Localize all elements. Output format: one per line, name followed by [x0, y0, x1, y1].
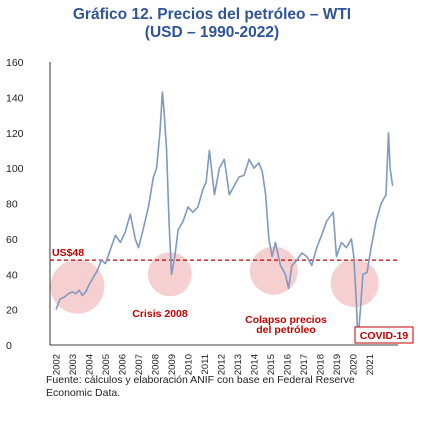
- x-tick-label: 2017: [299, 354, 310, 375]
- y-tick-label: 100: [6, 163, 24, 175]
- x-tick-label: 2021: [365, 354, 376, 375]
- x-tick-label: 2012: [217, 354, 228, 375]
- highlight-circle: [249, 246, 298, 295]
- y-tick-label: 60: [6, 234, 18, 246]
- x-tick-label: 2018: [316, 354, 327, 375]
- x-tick-label: 2004: [85, 354, 96, 375]
- x-tick-label: 2014: [250, 354, 261, 375]
- x-tick-label: 2007: [134, 354, 145, 375]
- x-tick-label: 2013: [233, 354, 244, 375]
- annotation-covid: COVID-19: [360, 330, 409, 342]
- y-tick-label: 160: [6, 57, 24, 69]
- x-tick-label: 2016: [283, 354, 294, 375]
- x-tick-label: 2002: [52, 354, 63, 375]
- annotation-colapso-precios-line2: del petróleo: [256, 324, 316, 336]
- y-tick-label: 20: [6, 305, 18, 317]
- x-tick-label: 2011: [200, 354, 211, 374]
- axes: 0 20 40 60 80 100 120 140 160 2002 2003 2004 2005 200…: [6, 57, 398, 375]
- y-tick-label: 0: [6, 340, 12, 352]
- highlight-circles: [50, 246, 379, 314]
- chart-subtitle: (USD – 1990-2022): [144, 24, 280, 41]
- x-tick-label: 2009: [167, 354, 178, 375]
- y-tick-label: 120: [6, 128, 24, 140]
- x-tick-label: 2005: [101, 354, 112, 375]
- annotation-covid-box: [354, 326, 414, 344]
- y-tick-label: 80: [6, 199, 18, 211]
- y-tick-label: 140: [6, 92, 24, 104]
- highlight-circle: [50, 259, 105, 314]
- highlight-circle: [147, 252, 192, 297]
- reference-line-label: US$48: [52, 247, 84, 259]
- x-tick-label: 2003: [68, 354, 79, 375]
- x-tick-label: 2015: [266, 354, 277, 375]
- annotation-crisis-2008: Crisis 2008: [132, 308, 188, 320]
- source-note: Fuente: cálculos y elaboración ANIF con …: [46, 374, 355, 399]
- wti-price-line: [55, 91, 394, 343]
- x-tick-label: 2006: [118, 354, 129, 375]
- chart-title: Gráfico 12. Precios del petróleo – WTI: [72, 6, 352, 23]
- x-tick-label: 2010: [184, 354, 195, 375]
- x-tick-label: 2008: [151, 354, 162, 375]
- series: [55, 91, 394, 343]
- annotation-colapso-precios: Colapso precios: [245, 314, 327, 326]
- x-tick-label: 2019: [332, 354, 343, 375]
- y-tick-label: 40: [6, 269, 18, 281]
- x-tick-label: 2020: [349, 354, 360, 375]
